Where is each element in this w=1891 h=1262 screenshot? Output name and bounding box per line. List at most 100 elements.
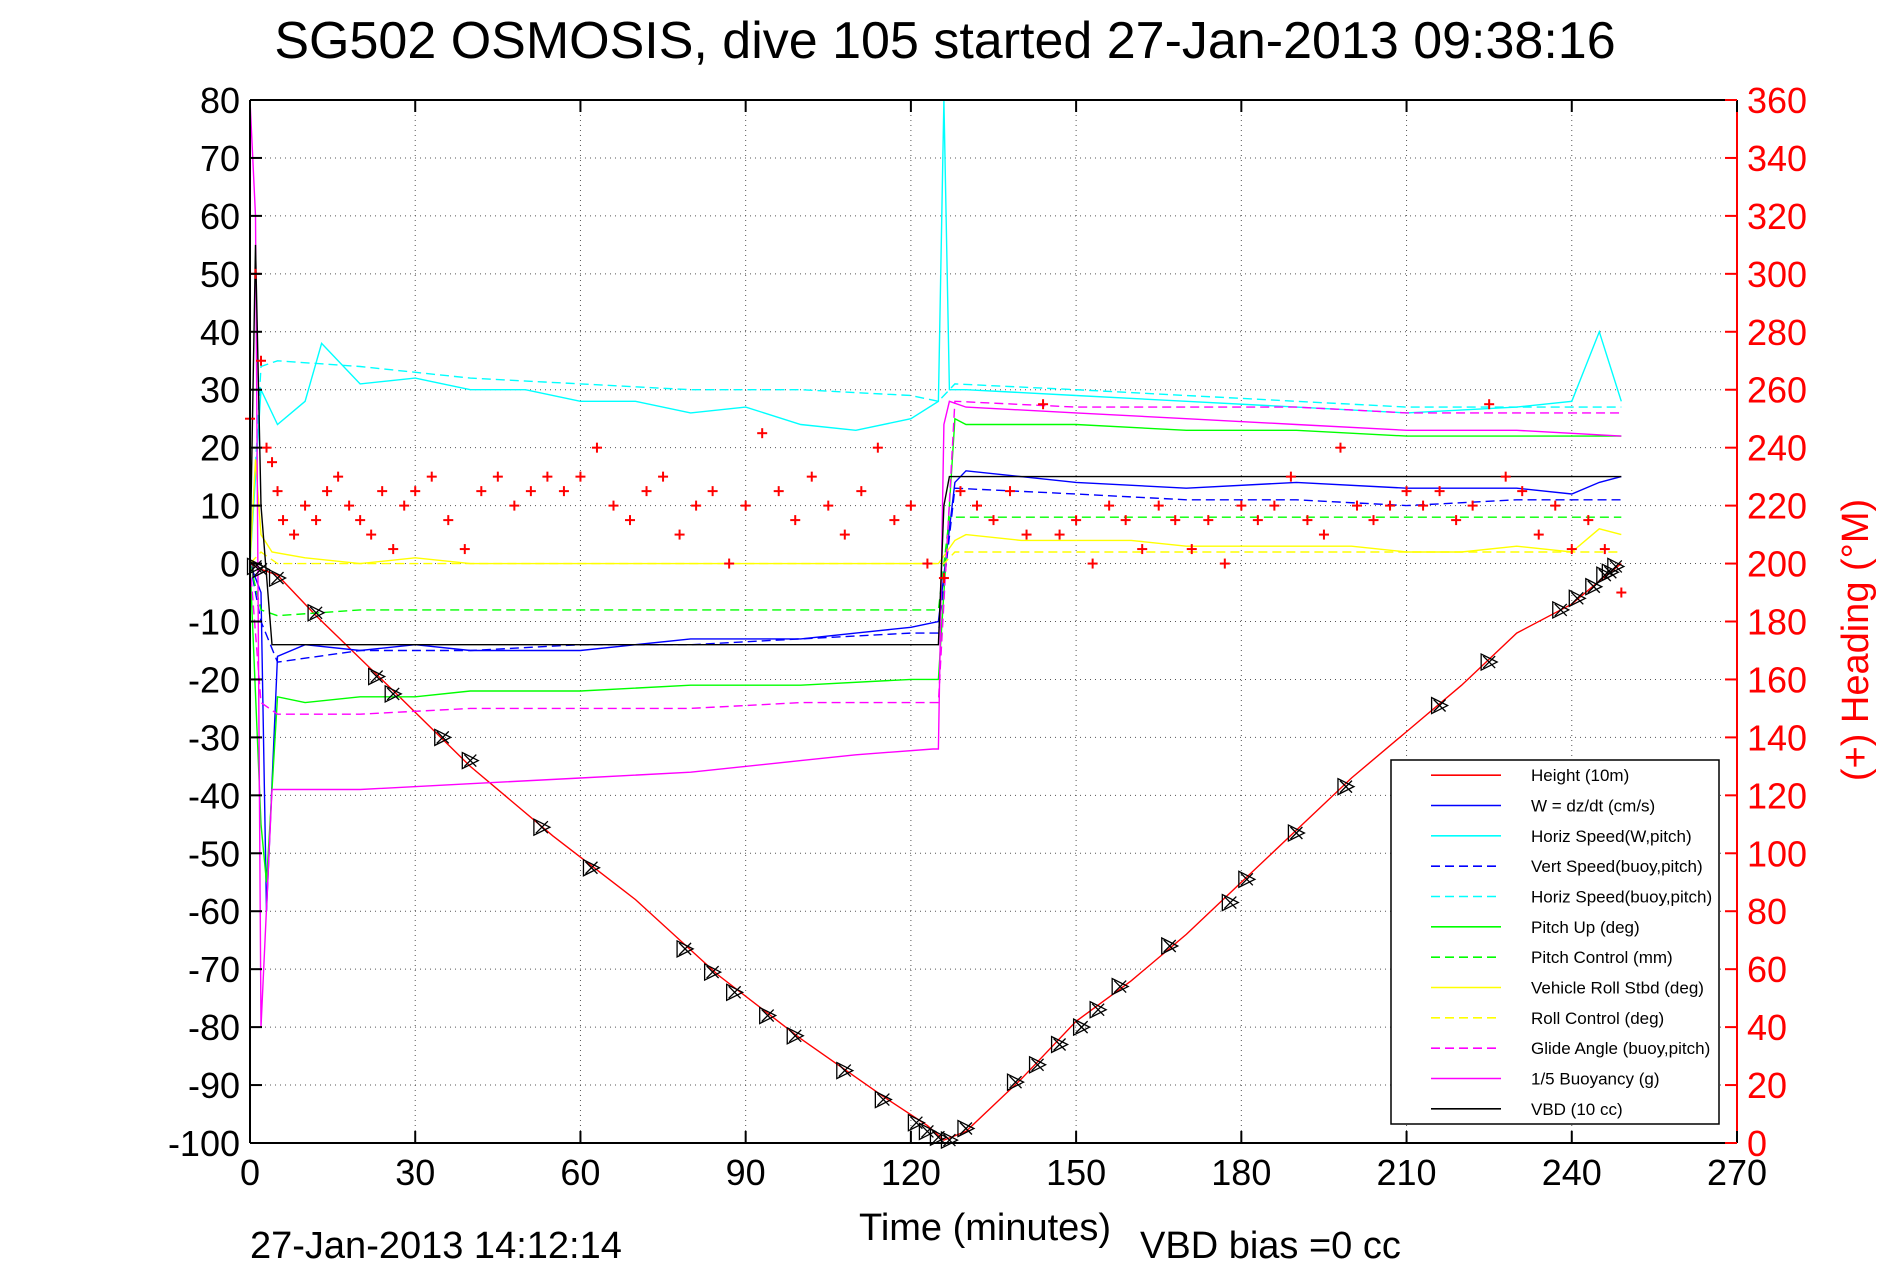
height-sample-marker <box>1287 823 1306 843</box>
heading-point <box>724 558 735 569</box>
heading-point <box>1236 500 1247 511</box>
timestamp-text: 27-Jan-2013 14:12:14 <box>250 1225 622 1262</box>
heading-point <box>1451 515 1462 526</box>
y-tick-label: 80 <box>200 80 240 121</box>
vbd-bias-text: VBD bias =0 cc <box>1140 1225 1401 1262</box>
right-tick-label: 40 <box>1747 1007 1787 1048</box>
series-line-3 <box>249 487 1622 663</box>
height-sample-marker <box>1480 653 1499 672</box>
legend-label: Vert Speed(buoy,pitch) <box>1531 857 1703 876</box>
height-sample-marker <box>726 983 745 1002</box>
right-tick-label: 60 <box>1747 949 1787 990</box>
x-tick-label: 60 <box>560 1152 600 1193</box>
heading-point <box>459 544 470 555</box>
heading-point <box>1285 471 1296 482</box>
y-tick-label: -90 <box>188 1065 240 1106</box>
heading-point <box>333 471 344 482</box>
height-sample-marker <box>1552 600 1571 619</box>
heading-point <box>707 486 718 497</box>
right-tick-label: 220 <box>1747 486 1807 527</box>
heading-point <box>823 500 834 511</box>
height-sample-marker <box>836 1061 855 1080</box>
heading-point <box>1351 500 1362 511</box>
series-layer <box>249 99 1622 1141</box>
heading-point <box>938 573 949 584</box>
right-tick-label: 80 <box>1747 891 1787 932</box>
height-sample-marker <box>368 667 387 686</box>
x-tick-label: 210 <box>1377 1152 1437 1193</box>
heading-point <box>691 500 702 511</box>
legend-label: Horiz Speed(W,pitch) <box>1531 827 1692 846</box>
heading-point <box>366 529 377 540</box>
height-sample-marker <box>786 1026 805 1045</box>
height-sample-marker <box>533 818 552 837</box>
heading-point <box>443 515 454 526</box>
y-tick-label: -100 <box>168 1123 240 1164</box>
y-tick-label: 70 <box>200 138 240 179</box>
heading-point <box>492 471 503 482</box>
y-tick-label: -80 <box>188 1007 240 1048</box>
heading-point <box>988 515 999 526</box>
series-line-5 <box>249 417 1622 883</box>
height-sample-marker <box>582 858 601 877</box>
legend-label: Vehicle Roll Stbd (deg) <box>1531 979 1704 998</box>
right-tick-label: 260 <box>1747 370 1807 411</box>
x-tick-label: 150 <box>1046 1152 1106 1193</box>
y-tick-label: -70 <box>188 949 240 990</box>
heading-point <box>905 500 916 511</box>
heading-point <box>641 486 652 497</box>
heading-point <box>1434 486 1445 497</box>
heading-point <box>1599 544 1610 555</box>
heading-point <box>476 486 487 497</box>
right-tick-label: 0 <box>1747 1123 1767 1164</box>
heading-point <box>955 486 966 497</box>
height-sample-marker <box>957 1119 976 1138</box>
heading-point <box>542 471 553 482</box>
height-sample-marker <box>434 728 453 747</box>
heading-point <box>872 442 883 453</box>
right-tick-label: 360 <box>1747 80 1807 121</box>
y-tick-label: 60 <box>200 196 240 237</box>
x-tick-label: 90 <box>726 1152 766 1193</box>
legend-label: W = dz/dt (cm/s) <box>1531 797 1655 816</box>
heading-point <box>1385 500 1396 511</box>
height-sample-marker <box>384 684 403 703</box>
x-tick-label: 30 <box>395 1152 435 1193</box>
height-sample-marker <box>1221 893 1240 912</box>
right-tick-label: 240 <box>1747 428 1807 469</box>
heading-point <box>1203 515 1214 526</box>
heading-point <box>1071 515 1082 526</box>
y-tick-label: -20 <box>188 659 240 700</box>
height-sample-marker <box>940 1131 959 1150</box>
heading-point <box>1368 515 1379 526</box>
legend-label: Pitch Up (deg) <box>1531 918 1640 937</box>
heading-point <box>289 529 300 540</box>
heading-point <box>1120 515 1131 526</box>
heading-point <box>1418 500 1429 511</box>
heading-point <box>261 442 272 453</box>
heading-point <box>1038 399 1049 410</box>
legend-box <box>1390 759 1720 1125</box>
heading-point <box>1104 500 1115 511</box>
series-line-8 <box>249 551 1622 565</box>
heading-point <box>889 515 900 526</box>
heading-point <box>1583 515 1594 526</box>
right-tick-label: 20 <box>1747 1065 1787 1106</box>
height-sample-marker <box>907 1113 926 1132</box>
heading-point <box>1005 486 1016 497</box>
heading-point <box>1219 558 1230 569</box>
y-tick-label: 0 <box>220 544 240 585</box>
heading-point <box>1302 515 1313 526</box>
height-sample-marker <box>252 560 271 579</box>
right-tick-label: 280 <box>1747 312 1807 353</box>
heading-point <box>922 558 933 569</box>
x-tick-label: 120 <box>881 1152 941 1193</box>
x-axis-label: Time (minutes) <box>859 1207 1111 1249</box>
y-tick-label: -30 <box>188 717 240 758</box>
heading-point <box>806 471 817 482</box>
height-sample-marker <box>1568 589 1587 608</box>
height-sample-marker <box>461 751 480 770</box>
y-tick-label: -50 <box>188 833 240 874</box>
heading-point <box>525 486 536 497</box>
